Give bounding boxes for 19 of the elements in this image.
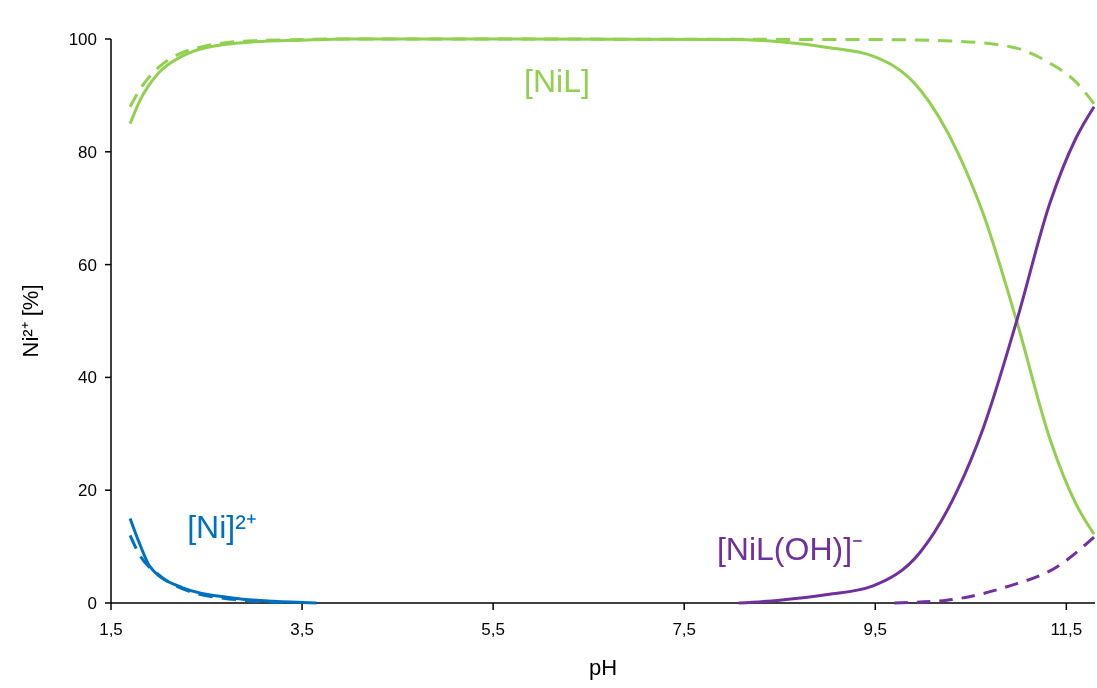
x-tick-label: 9,5 [863,620,888,639]
x-tick-label: 11,5 [1050,620,1083,639]
x-axis-title: pH [588,655,618,680]
line-series [892,535,1096,605]
y-tick-label: 100 [68,29,97,49]
x-tick-label: 7,5 [672,620,697,639]
x-tick-label: 3,5 [290,620,314,639]
y-tick-label: 40 [78,368,97,388]
y-tick-label: 0 [87,593,97,613]
line-series [128,516,318,605]
x-tick-label: 1,5 [99,620,123,639]
y-axis-title: Ni²⁺ [%] [18,284,43,358]
series-label: [Ni]²⁺ [187,509,257,545]
y-tick-label: 60 [78,255,97,275]
y-tick-label: 80 [78,142,97,162]
y-tick-label: 20 [78,481,97,501]
series-label: [NiL] [524,63,590,99]
x-tick-label: 5,5 [481,620,505,639]
series-label: [NiL(OH)]⁻ [716,531,864,567]
